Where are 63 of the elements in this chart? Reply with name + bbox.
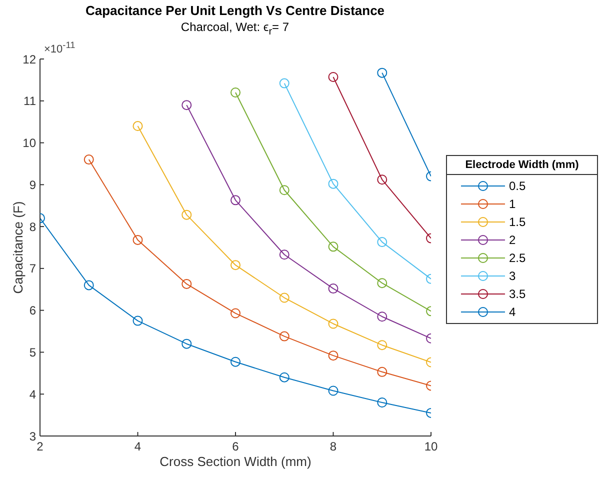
y-tick-label: 11 <box>24 94 36 108</box>
point <box>132 316 143 326</box>
y-tick-label: 10 <box>22 136 36 150</box>
x-axis-title: Cross Section Width (mm) <box>160 454 312 469</box>
point <box>328 350 338 361</box>
chart-title: Capacitance Per Unit Length Vs Centre Distance <box>84 3 386 18</box>
point <box>230 308 240 318</box>
point <box>328 242 338 252</box>
point <box>182 278 192 289</box>
point <box>328 178 338 189</box>
point <box>84 154 94 165</box>
point <box>328 284 338 294</box>
y-tick-label: 9 <box>29 178 36 192</box>
point <box>230 195 240 206</box>
point <box>377 174 388 185</box>
point <box>279 331 290 342</box>
point <box>279 372 290 382</box>
point <box>328 318 338 329</box>
point <box>328 386 338 396</box>
legend-label: 4 <box>509 305 516 319</box>
point <box>377 312 388 322</box>
x-tick-label: 2 <box>36 440 44 454</box>
point <box>377 397 388 408</box>
legend-label: 0.5 <box>509 179 526 193</box>
y-tick-label: 3 <box>29 429 36 444</box>
legend-label: 1 <box>509 197 516 211</box>
y-tick-label: 4 <box>29 387 36 402</box>
y-tick-label: 8 <box>29 220 36 234</box>
point <box>377 237 388 248</box>
y-tick-label: 12 <box>22 52 36 66</box>
legend-label: 2.5 <box>509 251 526 265</box>
point <box>279 78 290 88</box>
point <box>377 366 388 377</box>
y-axis-title: Capacitance (F) <box>10 201 26 294</box>
point <box>230 356 240 367</box>
legend-label: 2 <box>509 233 516 247</box>
y-tick-label: 7 <box>29 262 36 276</box>
point <box>279 250 290 260</box>
point <box>377 278 388 288</box>
point <box>328 72 338 82</box>
point <box>132 121 143 132</box>
point <box>182 100 192 110</box>
chart-subtitle: Charcoal, Wet: ϵ$_{r}$= 7 <box>180 20 290 38</box>
point <box>377 340 388 350</box>
point <box>182 210 192 220</box>
point <box>230 88 240 98</box>
text: ×10$^{-11}$ <box>44 40 76 56</box>
x-tick-label: 8 <box>330 440 337 454</box>
point <box>279 292 290 303</box>
x-tick-label: 10 <box>424 440 438 454</box>
y-tick-label: 6 <box>29 304 36 318</box>
point <box>84 280 94 290</box>
legend-label: 3 <box>509 269 516 283</box>
point <box>279 185 290 196</box>
legend-label: 3.5 <box>509 287 526 301</box>
y-tick-label: 5 <box>29 345 36 360</box>
legend-title: Electrode Width (mm) <box>447 156 597 175</box>
legend-label: 1.5 <box>509 215 526 229</box>
x-tick-label: 6 <box>232 440 240 454</box>
point <box>132 234 143 245</box>
x-tick-label: 4 <box>134 440 142 454</box>
point <box>230 260 240 270</box>
point <box>182 338 192 349</box>
